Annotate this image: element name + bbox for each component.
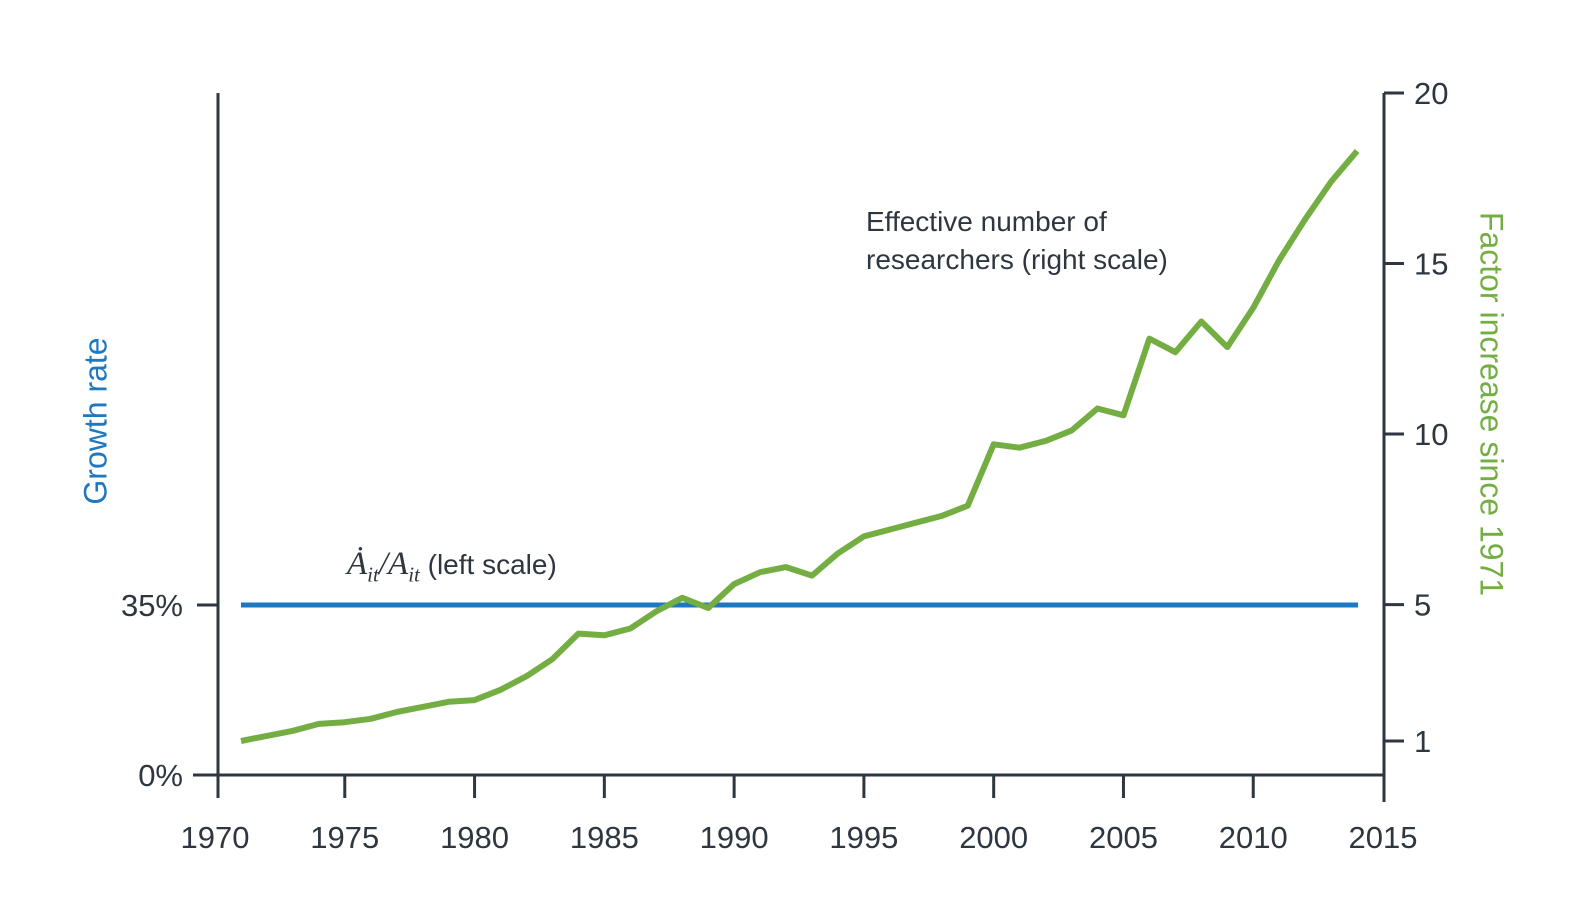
x-tick-label: 1980 <box>440 820 509 855</box>
left-tick-label: 0% <box>138 758 183 793</box>
right-axis-title: Factor increase since 1971 <box>1473 211 1510 597</box>
left-tick-label: 35% <box>121 588 183 623</box>
researchers-annotation: Effective number of researchers (right s… <box>866 203 1168 279</box>
right-tick-label: 1 <box>1414 724 1431 759</box>
x-tick-label: 1985 <box>570 820 639 855</box>
right-tick-label: 5 <box>1414 588 1431 623</box>
x-tick-label: 1970 <box>181 820 250 855</box>
formula-suffix-text: (left scale) <box>427 549 557 580</box>
x-tick-label: 2000 <box>959 820 1028 855</box>
right-tick-label: 10 <box>1414 417 1448 452</box>
growth-rate-annotation: Ȧit/Ait (left scale) <box>347 546 557 585</box>
right-tick-label: 15 <box>1414 247 1448 282</box>
researchers-annotation-line1: Effective number of <box>866 206 1107 237</box>
x-tick-label: 2015 <box>1349 820 1418 855</box>
right-tick-label: 20 <box>1414 76 1448 111</box>
researchers-line <box>240 149 1360 744</box>
formula-denominator: A <box>388 546 409 582</box>
x-tick-label: 2010 <box>1219 820 1288 855</box>
formula-slash: / <box>378 546 389 582</box>
formula-suffix <box>420 549 428 580</box>
formula-denominator-subscript: it <box>408 562 420 587</box>
x-tick-label: 2005 <box>1089 820 1158 855</box>
formula-numerator: Ȧ <box>347 546 368 582</box>
x-tick-label: 1975 <box>310 820 379 855</box>
left-axis-title: Growth rate <box>77 337 114 505</box>
x-tick-label: 1995 <box>829 820 898 855</box>
formula-numerator-subscript: it <box>367 562 379 587</box>
researchers-annotation-line2: researchers (right scale) <box>866 244 1168 275</box>
x-tick-label: 1990 <box>700 820 769 855</box>
